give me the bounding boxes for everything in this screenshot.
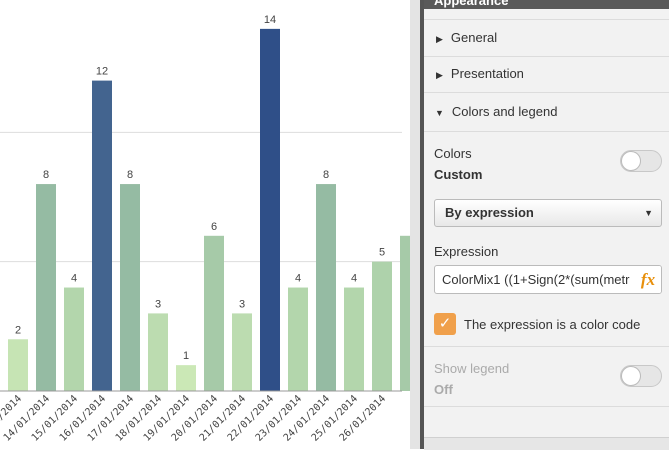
bar: [288, 287, 308, 391]
value-label: 4: [351, 273, 357, 285]
bar: [344, 287, 364, 391]
value-label: 4: [295, 273, 301, 285]
value-label: 8: [43, 169, 49, 181]
bar: [372, 261, 392, 391]
section-title: General: [450, 30, 498, 45]
value-label: 8: [323, 169, 329, 181]
legend-value: Off: [434, 382, 453, 397]
bar: [400, 235, 410, 391]
bar: [148, 313, 168, 391]
bar: [92, 80, 112, 391]
value-label: 8: [127, 169, 133, 181]
bar: [204, 235, 224, 391]
divider: [424, 346, 669, 347]
panel-edge: [420, 0, 424, 449]
colors-toggle[interactable]: [620, 150, 662, 172]
section-colors[interactable]: ▼ Colors and legend: [424, 93, 669, 132]
value-label: 6: [211, 221, 217, 233]
colors-label: Colors: [434, 146, 472, 161]
dropdown-value: By expression: [445, 205, 534, 220]
header-title: Appearance: [434, 0, 509, 8]
bar: [64, 287, 84, 391]
checkbox[interactable]: ✓: [434, 313, 456, 335]
properties-panel: Appearance ▶ General ▶ Presentation ▼ Color…: [424, 0, 669, 450]
chart: 213/01/2014814/01/2014415/01/20141216/01…: [0, 14, 410, 444]
bar: [120, 184, 140, 391]
section-title: Presentation: [450, 66, 524, 81]
next-section: [424, 437, 669, 450]
section-general[interactable]: ▶ General: [424, 19, 669, 57]
section-title: Colors and legend: [451, 104, 558, 119]
bar: [8, 339, 28, 391]
value-label: 4: [71, 273, 77, 285]
expression-label: Expression: [434, 244, 499, 259]
colors-value: Custom: [434, 167, 483, 182]
bar: [176, 365, 196, 391]
color-mode-dropdown[interactable]: By expression ▼: [434, 199, 662, 227]
value-label: 1: [183, 350, 189, 362]
expression-text: ColorMix1 ((1+Sign(2*(sum(metr: [442, 272, 630, 287]
value-label: 3: [239, 298, 245, 310]
value-label: 14: [264, 14, 276, 26]
bar: [260, 28, 280, 391]
value-label: 3: [155, 298, 161, 310]
divider: [424, 406, 669, 407]
bar: [316, 184, 336, 391]
panel-header: Appearance: [424, 0, 669, 9]
checkbox-label: The expression is a color code: [464, 317, 641, 332]
value-label: 5: [379, 247, 385, 259]
value-label: 2: [15, 324, 21, 336]
expression-input[interactable]: ColorMix1 ((1+Sign(2*(sum(metr fx: [434, 265, 662, 294]
bar: [232, 313, 252, 391]
value-label: 12: [96, 66, 108, 78]
legend-label: Show legend: [434, 361, 510, 376]
section-presentation[interactable]: ▶ Presentation: [424, 56, 669, 93]
fx-button[interactable]: fx: [635, 266, 661, 293]
splitter[interactable]: [410, 0, 420, 449]
bar: [36, 184, 56, 391]
legend-toggle[interactable]: [620, 365, 662, 387]
